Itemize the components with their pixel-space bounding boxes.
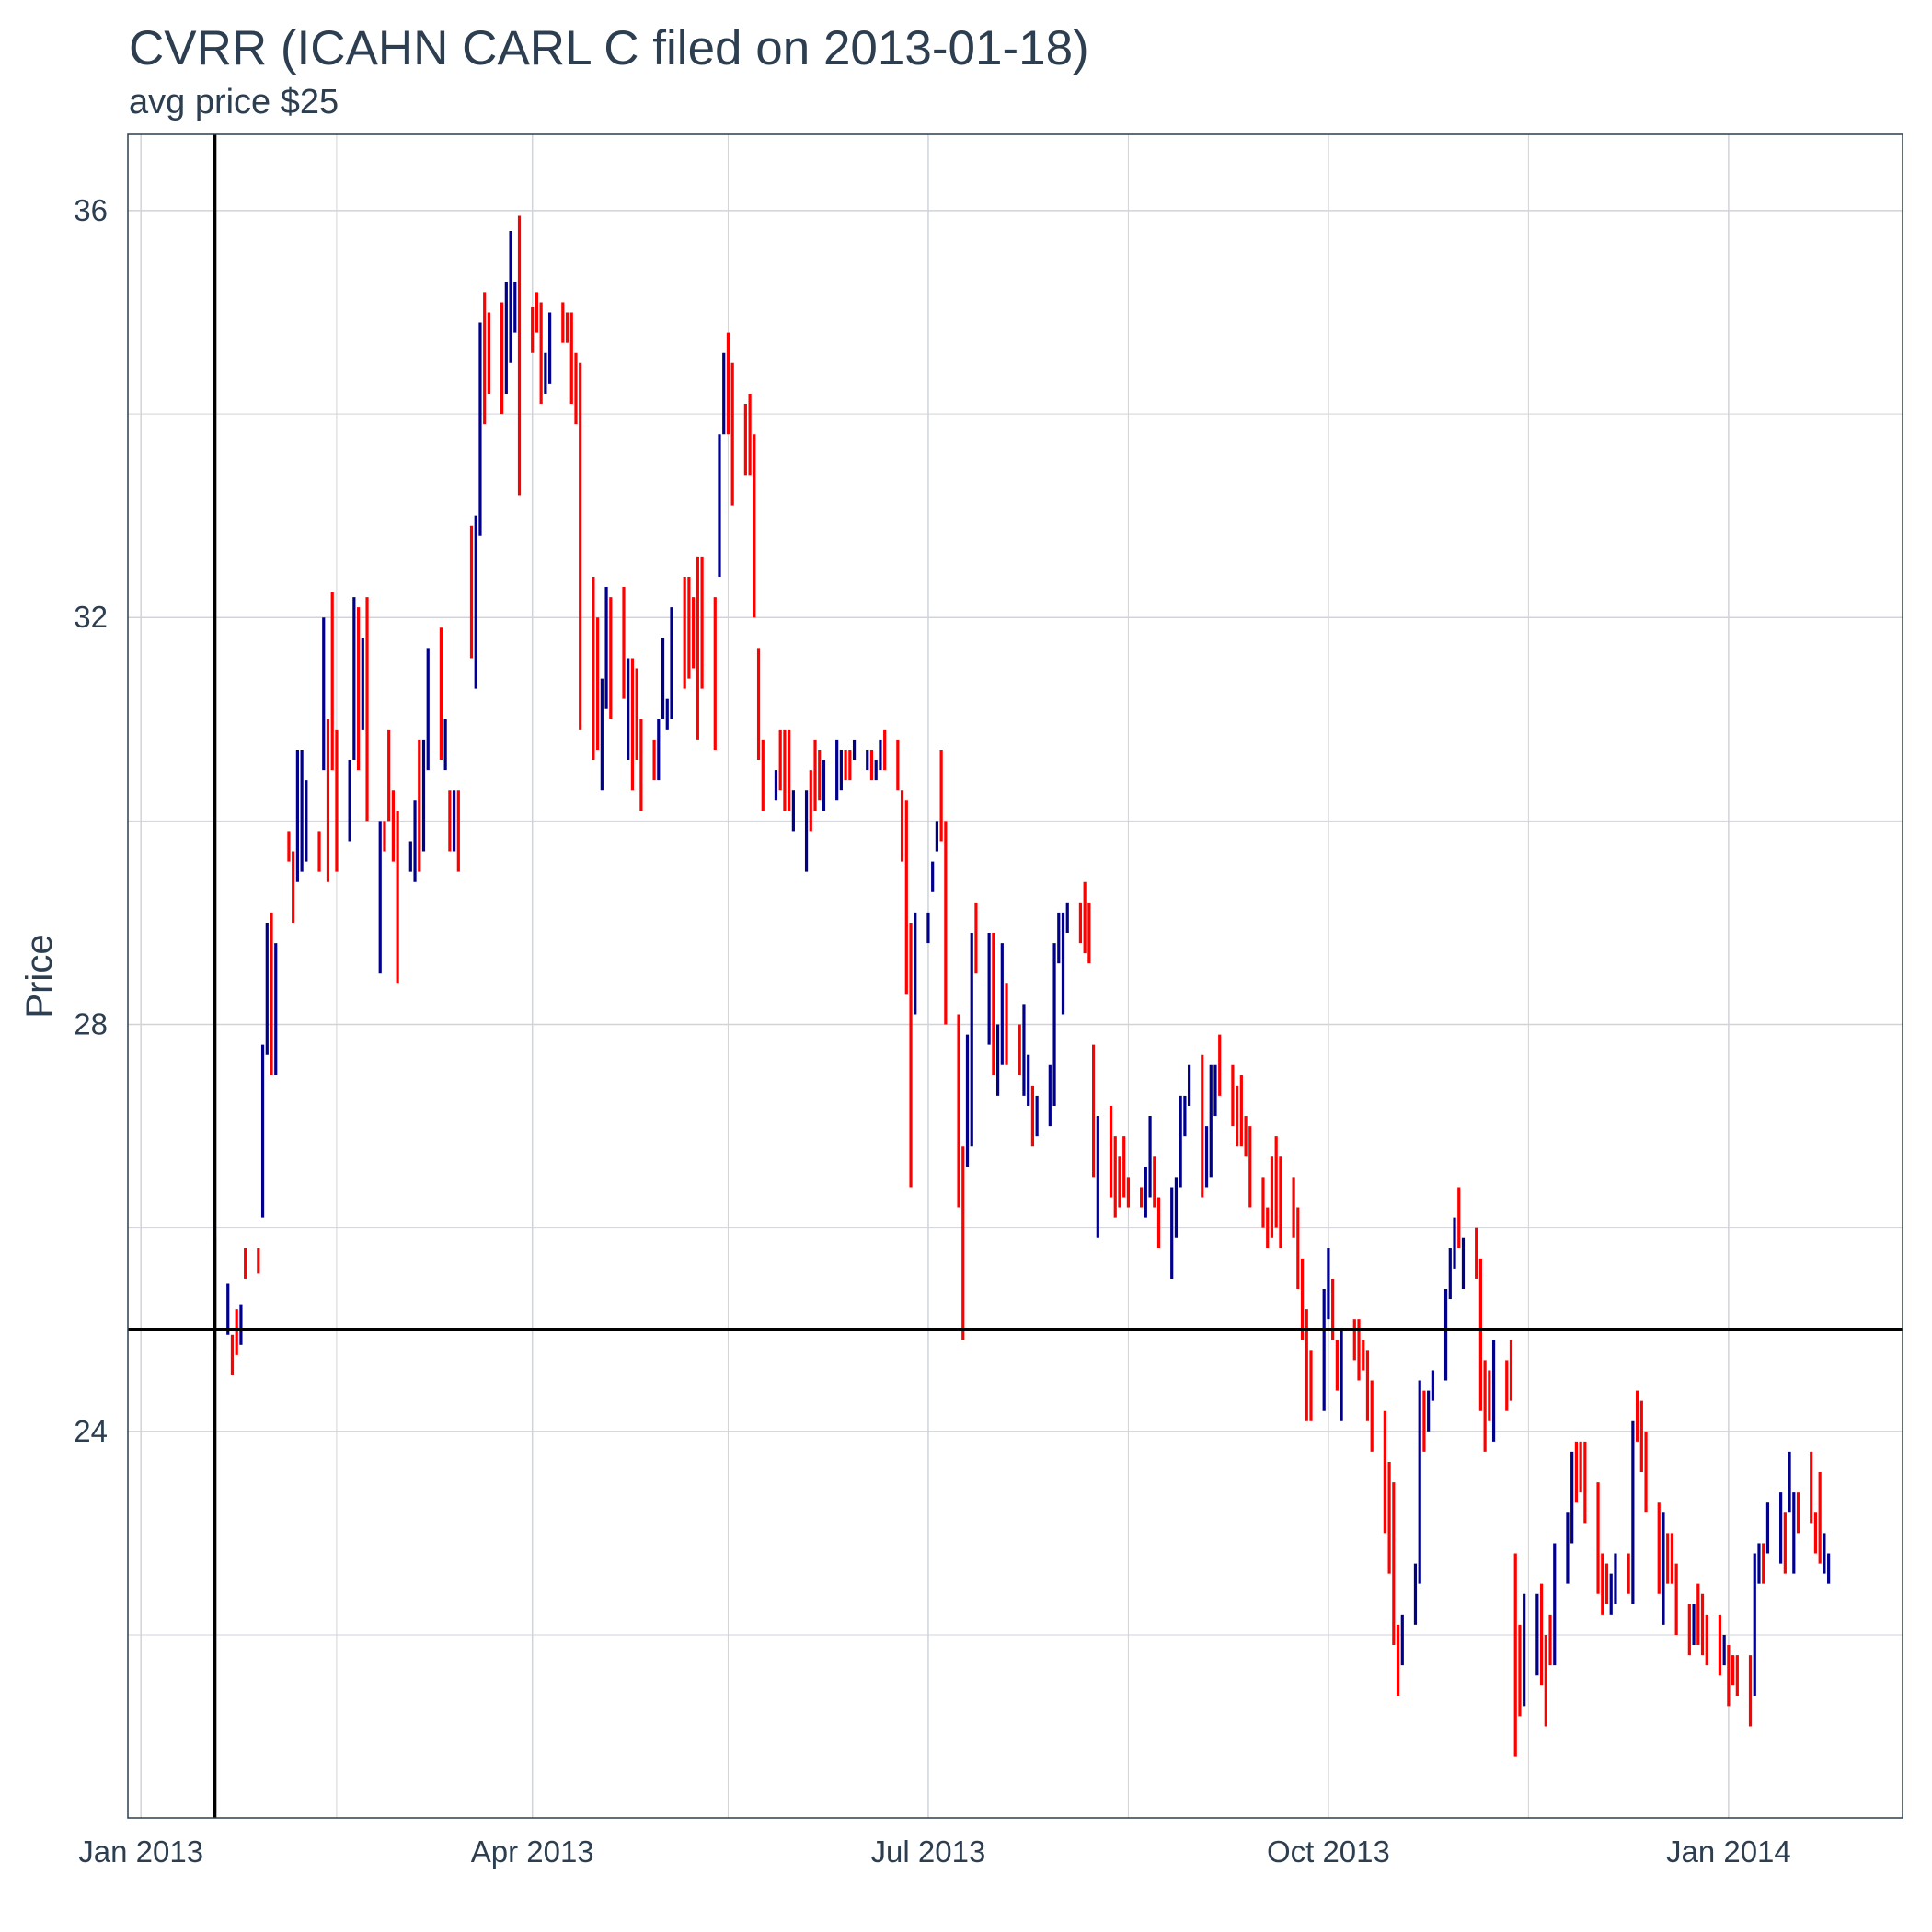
- reference-lines: [128, 134, 1903, 1818]
- plot-panel-border: [127, 133, 1903, 1819]
- chart-title: CVRR (ICAHN CARL C filed on 2013-01-18): [129, 21, 1089, 75]
- x-tick-label: Jan 2014: [1666, 1834, 1791, 1869]
- x-tick-label: Oct 2013: [1267, 1834, 1390, 1869]
- x-tick-label: Apr 2013: [471, 1834, 594, 1869]
- x-tick-label: Jul 2013: [871, 1834, 986, 1869]
- y-tick-label: 32: [74, 600, 108, 634]
- y-axis-title: Price: [19, 934, 60, 1018]
- y-tick-label: 36: [74, 193, 108, 227]
- x-tick-label: Jan 2013: [78, 1834, 203, 1869]
- chart-subtitle: avg price $25: [129, 83, 339, 121]
- y-tick-label: 28: [74, 1007, 108, 1041]
- ohlc-bars: [213, 215, 1831, 1757]
- grid-lines: [128, 134, 1903, 1818]
- y-tick-label: 24: [74, 1414, 108, 1448]
- axis-labels: 24 28 32 36 Jan 2013 Apr 2013 Jul 2013 Oct 2013…: [74, 193, 1790, 1869]
